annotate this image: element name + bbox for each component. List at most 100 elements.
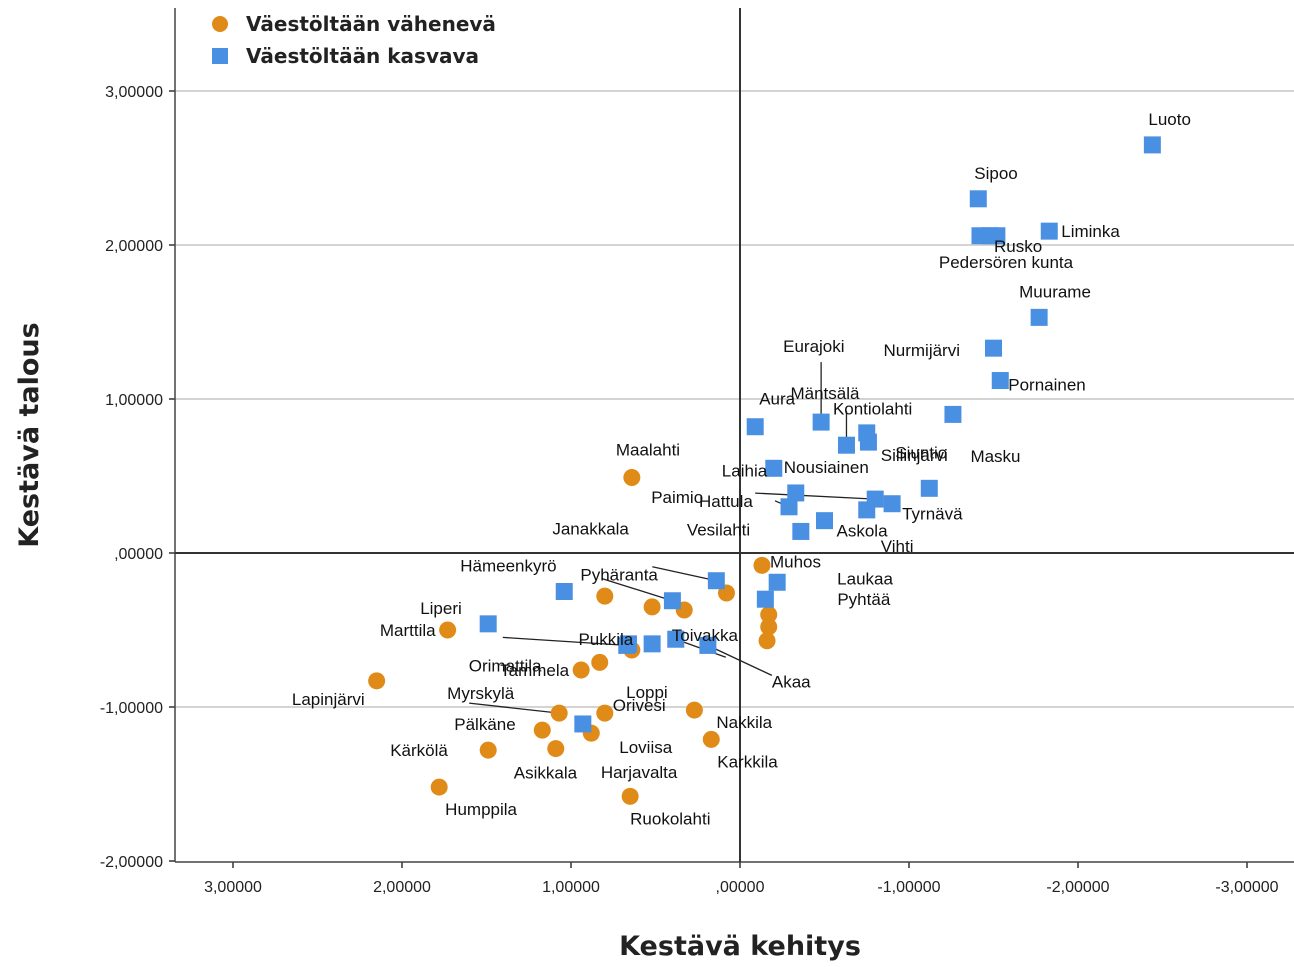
data-point-growing [756, 590, 774, 608]
data-point-declining [702, 730, 720, 748]
data-point-declining [439, 621, 457, 639]
point-label: Paimio [651, 488, 703, 507]
data-point-growing [768, 573, 786, 591]
data-point-growing [1030, 308, 1048, 326]
leader-line [755, 492, 876, 500]
y-tick-label: ,00000 [114, 546, 163, 563]
point-label: Marttila [380, 621, 436, 640]
point-label: Loviisa [619, 738, 672, 757]
gridlines [175, 90, 1294, 708]
legend-label-declining: Väestöltään vähenevä [246, 12, 496, 36]
data-point-declining [430, 778, 448, 796]
point-label: Tyrnävä [902, 505, 963, 524]
point-label: Pedersören kunta [939, 253, 1074, 272]
point-label: Siilinjärvi [881, 446, 948, 465]
data-point-growing [667, 630, 685, 648]
data-point-growing [985, 339, 1002, 357]
data-point-growing [780, 498, 798, 516]
point-label: Rusko [994, 237, 1042, 256]
y-tick-label: 3,00000 [105, 84, 163, 101]
axes [169, 8, 1294, 868]
point-label: Pälkäne [454, 715, 515, 734]
point-label: Vesilahti [687, 520, 750, 539]
point-label: Hämeenkyrö [460, 557, 556, 576]
point-label: Pyhäranta [580, 566, 658, 585]
data-point-declining [760, 606, 778, 624]
data-point-growing [787, 484, 805, 502]
point-label: Harjavalta [601, 763, 678, 782]
data-point-declining [758, 632, 776, 650]
data-point-growing [883, 495, 901, 513]
data-point-declining [685, 701, 703, 719]
data-point-growing [663, 592, 681, 610]
x-axis-title: Kestävä kehitys [619, 931, 861, 962]
point-label: Vihti [881, 537, 914, 556]
point-label: Askola [837, 522, 889, 541]
point-label: Asikkala [514, 764, 578, 783]
data-point-growing [969, 190, 987, 208]
data-point-growing [991, 372, 1009, 390]
point-label: Sipoo [974, 164, 1017, 183]
data-point-growing [988, 227, 1006, 245]
point-label: Liminka [1061, 222, 1120, 241]
point-label: Humppila [445, 800, 517, 819]
data-point-declining [547, 740, 565, 758]
data-point-declining [596, 587, 614, 605]
y-tick-label: -1,00000 [100, 700, 163, 717]
data-point-growing [765, 459, 783, 477]
legend-marker-declining [212, 16, 228, 32]
legend-marker-growing [212, 48, 228, 64]
point-label: Maalahti [616, 441, 680, 460]
y-tick-label: 2,00000 [105, 238, 163, 255]
data-point-declining [368, 672, 386, 690]
data-point-growing [699, 636, 717, 654]
data-point-growing [1040, 222, 1058, 240]
point-label: Ruokolahti [630, 809, 710, 828]
data-point-declining [479, 741, 497, 759]
y-tick-label: -2,00000 [100, 854, 163, 871]
data-point-growing [858, 501, 876, 519]
point-label: Orimattila [469, 656, 542, 675]
point-labels: Maalahti Muhos Marttila Tammela Lapinjärvi My… [292, 110, 1191, 828]
data-point-declining [572, 661, 590, 679]
point-label: Akaa [772, 672, 811, 691]
data-point-declining [753, 556, 771, 574]
legend: Väestöltään vähenevä Väestöltään kasvava [212, 12, 496, 68]
point-label: Hattula [699, 492, 753, 511]
leader-line [469, 702, 560, 714]
point-label: Aura [759, 390, 795, 409]
point-label: Janakkala [552, 520, 629, 539]
data-point-declining [550, 704, 568, 722]
point-label: Orivesi [613, 696, 666, 715]
point-label: Masku [970, 447, 1020, 466]
x-tick-label: -3,00000 [1215, 879, 1278, 896]
point-label: Nurmijärvi [884, 341, 961, 360]
point-label: Kärkölä [390, 741, 448, 760]
data-point-growing [1143, 136, 1161, 154]
leader-line [652, 566, 717, 582]
x-tick-label: 1,00000 [542, 879, 600, 896]
data-points [368, 136, 1161, 805]
data-point-growing [643, 635, 661, 653]
data-point-growing [479, 615, 497, 633]
point-label: Siuntio [895, 443, 947, 462]
leader-line [707, 644, 773, 676]
leader-line [602, 578, 673, 602]
reference-lines [175, 8, 1294, 862]
data-point-growing [792, 522, 810, 540]
point-label: Kontiolahti [833, 399, 912, 418]
point-label: Lapinjärvi [292, 690, 365, 709]
x-tick-label: -2,00000 [1046, 879, 1109, 896]
data-point-declining [591, 653, 609, 671]
x-tick-label: -1,00000 [877, 879, 940, 896]
x-tick-label: ,00000 [716, 879, 765, 896]
x-tick-label: 2,00000 [373, 879, 431, 896]
y-axis-title: Kestävä talous [14, 322, 45, 547]
point-label: Nousiainen [784, 458, 869, 477]
point-label: Pyhtää [837, 590, 890, 609]
data-point-growing [920, 479, 938, 497]
point-label: Laihia [722, 461, 768, 480]
data-point-growing [574, 715, 592, 733]
point-label: Nakkila [716, 713, 772, 732]
point-label: Eurajoki [783, 337, 844, 356]
